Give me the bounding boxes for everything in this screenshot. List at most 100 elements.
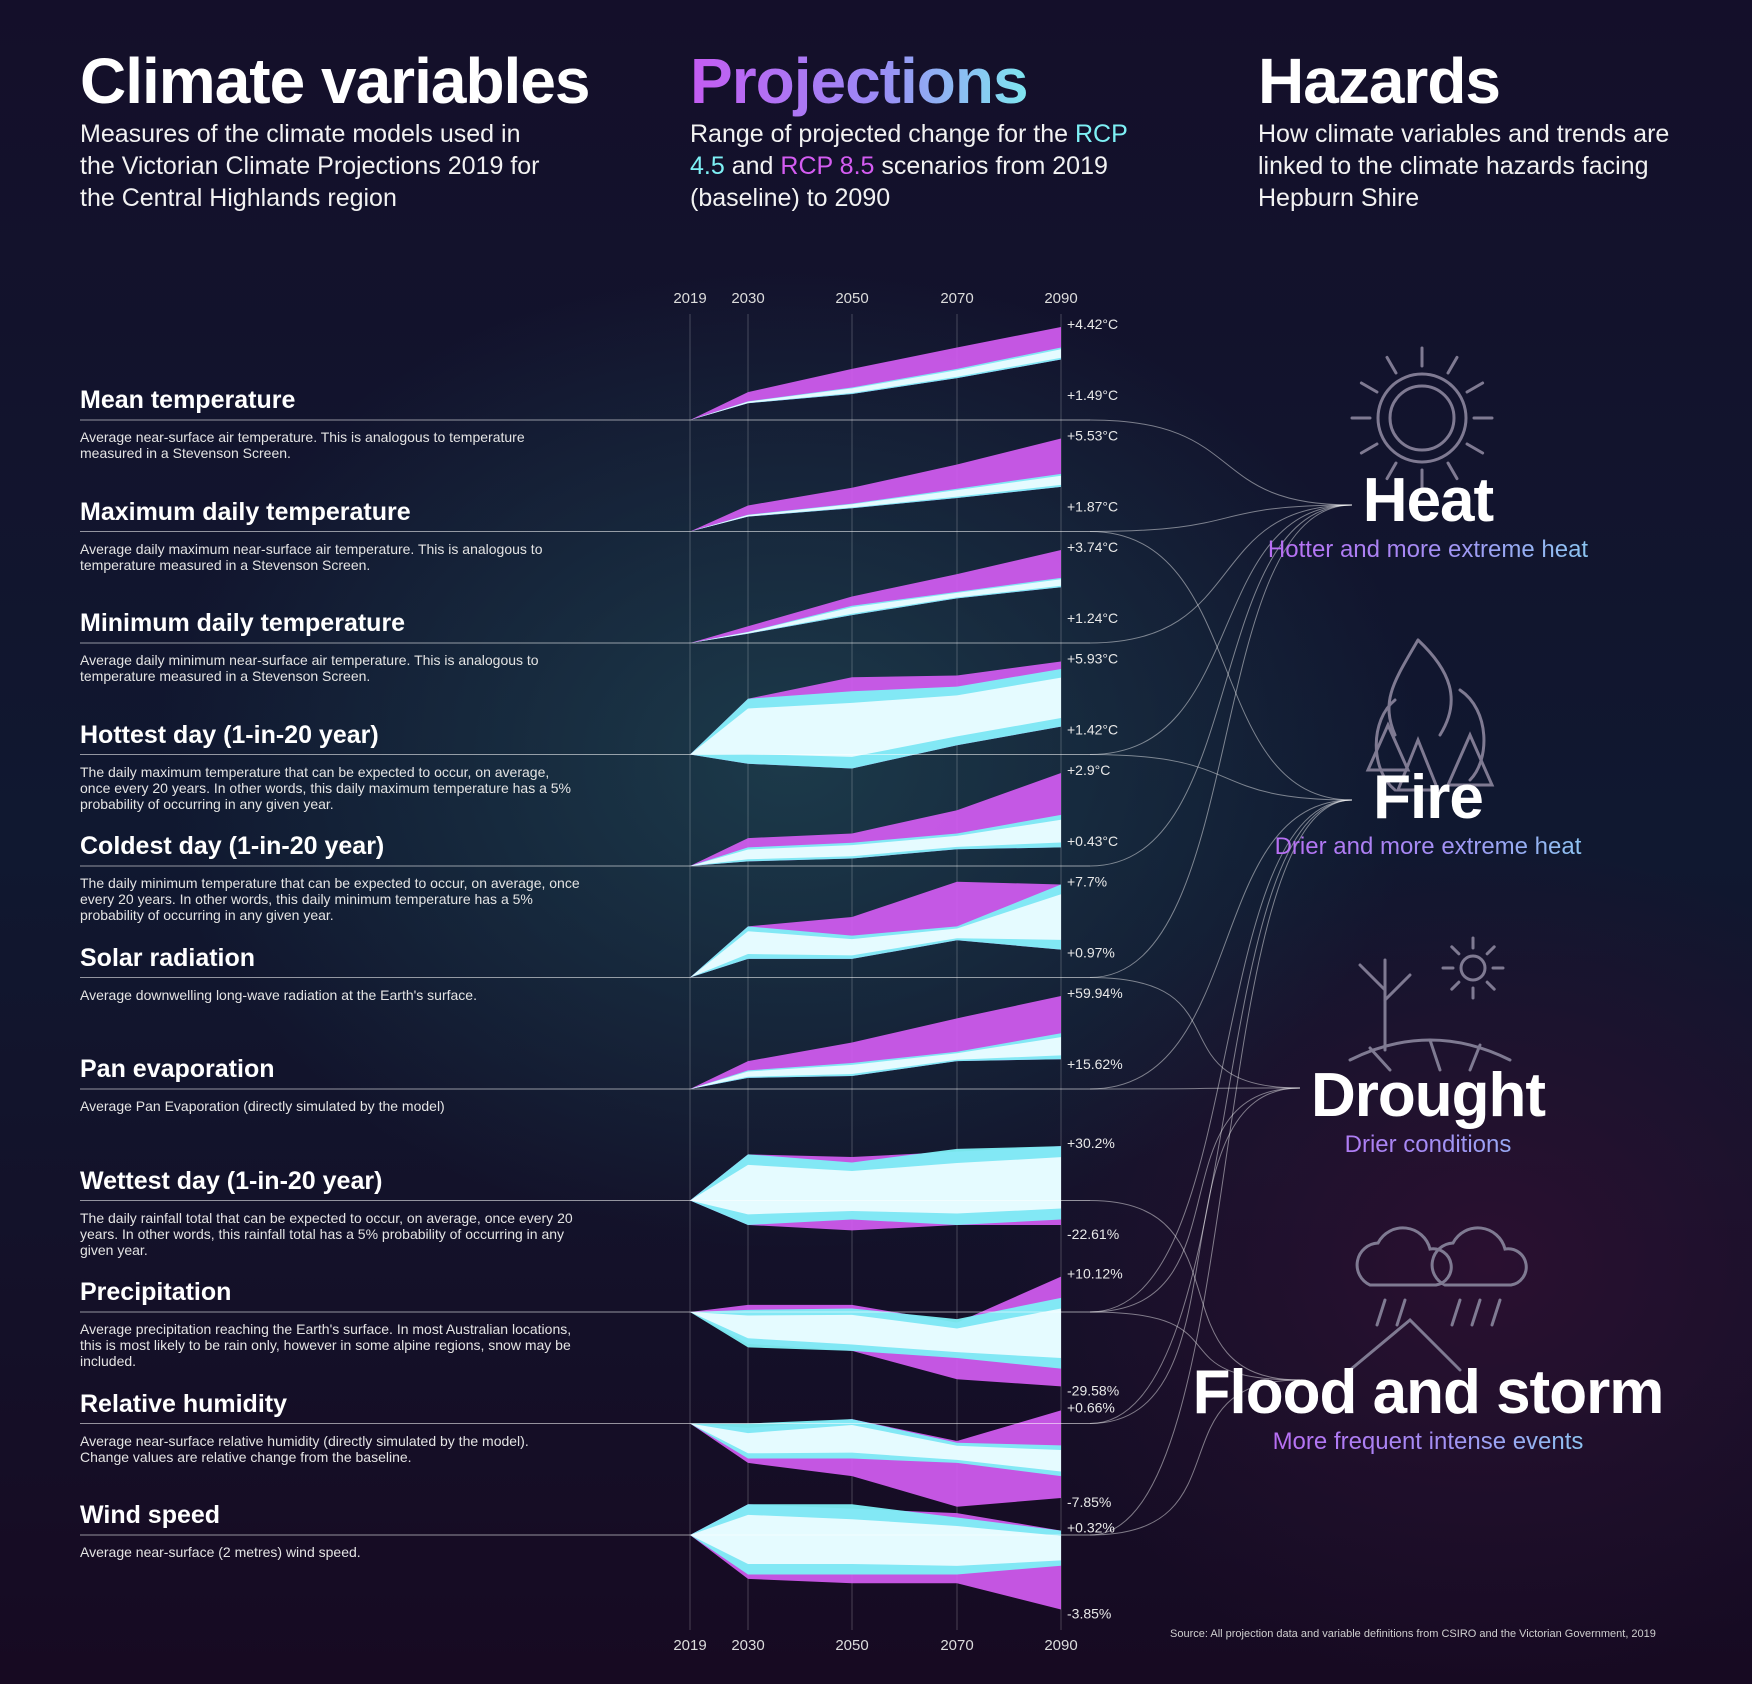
drought-ray-icon xyxy=(1450,980,1461,991)
variable-description: Average Pan Evaporation (directly simula… xyxy=(80,1098,445,1114)
axis-year-bottom-2070: 2070 xyxy=(940,1637,973,1654)
value-max-label-10: +0.32% xyxy=(1067,1520,1115,1536)
projections-subtitle-pre: Range of projected change for the xyxy=(690,120,1069,148)
drought-ray-icon xyxy=(1485,945,1496,956)
hazard-flood-and-storm: Flood and storm More frequent intense eve… xyxy=(1178,1360,1678,1456)
overlap-band-6 xyxy=(690,1037,1061,1089)
variable-name: Pan evaporation xyxy=(80,1055,275,1083)
drought-ray-icon xyxy=(1485,980,1496,991)
hazard-link-11 xyxy=(1089,1200,1301,1381)
hazard-link-1 xyxy=(1089,504,1353,532)
value-min-label-10: -3.85% xyxy=(1067,1606,1111,1622)
overlap-band-0 xyxy=(690,349,1061,420)
hazard-link-5 xyxy=(1089,754,1353,801)
value-max-label-9: +0.66% xyxy=(1067,1399,1115,1415)
value-min-label-0: +1.49°C xyxy=(1067,387,1118,403)
value-min-label-5: +0.97% xyxy=(1067,945,1115,961)
projections-subtitle-and: and xyxy=(731,152,774,180)
axis-year-top-2019: 2019 xyxy=(673,290,706,307)
overlap-band-9 xyxy=(690,1423,1061,1472)
value-min-label-1: +1.87°C xyxy=(1067,499,1118,515)
hazard-link-17 xyxy=(1089,1379,1301,1536)
fire-icon xyxy=(1374,638,1486,792)
value-max-label-3: +5.93°C xyxy=(1067,651,1118,667)
value-min-label-8: -29.58% xyxy=(1067,1383,1119,1399)
variable-description: Average near-surface air temperature. Th… xyxy=(80,429,525,461)
sun-ray-icon xyxy=(1446,461,1459,481)
variable-description: Average daily minimum near-surface air t… xyxy=(80,652,539,684)
value-min-label-7: -22.61% xyxy=(1067,1226,1119,1242)
value-max-label-1: +5.53°C xyxy=(1067,428,1118,444)
variable-description: The daily rainfall total that can be exp… xyxy=(80,1209,573,1258)
sun-ray-icon xyxy=(1465,381,1485,394)
source-note: Source: All projection data and variable… xyxy=(1170,1628,1656,1640)
variable-description: The daily minimum temperature that can b… xyxy=(80,875,580,923)
variable-name: Wettest day (1-in-20 year) xyxy=(80,1166,383,1195)
drought-sun-icon xyxy=(1459,954,1487,982)
sun-ring-icon xyxy=(1376,372,1468,464)
value-max-label-7: +30.2% xyxy=(1067,1135,1115,1151)
rcp45-label: RCP 4.5 xyxy=(690,120,1128,180)
hazard-link-3 xyxy=(1089,504,1353,644)
hazards-subtitle: How climate variables and trends are lin… xyxy=(1258,120,1670,212)
axis-year-bottom-2030: 2030 xyxy=(731,1637,764,1654)
hazard-heat: Heat Hotter and more extreme heat xyxy=(1178,468,1678,564)
hazard-link-14 xyxy=(1089,799,1353,1313)
storm-icon xyxy=(1355,1226,1528,1287)
sun-icon xyxy=(1388,384,1456,452)
value-max-label-8: +10.12% xyxy=(1067,1266,1123,1282)
rcp85-band-1 xyxy=(690,438,1061,532)
projections-subtitle-post2: from 2019 (baseline) to 2090 xyxy=(690,152,1108,212)
axis-year-bottom-2050: 2050 xyxy=(835,1637,868,1654)
value-min-label-9: -7.85% xyxy=(1067,1494,1111,1510)
axis-year-top-2050: 2050 xyxy=(835,290,868,307)
value-max-label-2: +3.74°C xyxy=(1067,539,1118,555)
sun-ray-icon xyxy=(1465,442,1485,455)
hazard-link-13 xyxy=(1089,1311,1301,1381)
hazard-link-18 xyxy=(1089,799,1353,1536)
variable-name: Precipitation xyxy=(80,1278,232,1306)
overlap-band-1 xyxy=(690,475,1061,532)
hazard-link-6 xyxy=(1089,504,1353,867)
variable-description: Average near-surface relative humidity (… xyxy=(80,1432,529,1465)
overlap-band-10 xyxy=(690,1514,1061,1566)
axis-year-top-2030: 2030 xyxy=(731,290,764,307)
variable-name: Mean temperature xyxy=(80,386,296,414)
variable-name: Coldest day (1-in-20 year) xyxy=(80,832,385,860)
hazard-link-8 xyxy=(1089,977,1301,1089)
rcp85-label: RCP 8.5 xyxy=(780,152,875,180)
rcp85-band-6 xyxy=(690,996,1061,1089)
hazard-link-0 xyxy=(1089,419,1353,506)
sun-ray-icon xyxy=(1446,355,1459,375)
hazard-drought: Drought Drier conditions xyxy=(1178,1063,1678,1159)
hazard-link-9 xyxy=(1089,1087,1301,1090)
axis-year-bottom-2019: 2019 xyxy=(673,1637,706,1654)
drought-ray-icon xyxy=(1450,945,1461,956)
value-max-label-4: +2.9°C xyxy=(1067,762,1110,778)
hazards-title: Hazards xyxy=(1258,45,1501,117)
variable-name: Minimum daily temperature xyxy=(80,609,406,637)
hazard-subtitle: Drier and more extreme heat xyxy=(1178,833,1678,861)
rain-house-icon xyxy=(1348,1298,1502,1372)
value-min-label-6: +15.62% xyxy=(1067,1056,1123,1072)
hazard-subtitle: Drier conditions xyxy=(1178,1131,1678,1159)
axis-year-bottom-2090: 2090 xyxy=(1044,1637,1077,1654)
value-min-label-3: +1.42°C xyxy=(1067,722,1118,738)
projections-subtitle-post1: scenarios xyxy=(881,152,989,180)
overlap-band-8 xyxy=(690,1308,1061,1359)
variable-name: Relative humidity xyxy=(80,1389,287,1418)
variable-name: Wind speed xyxy=(80,1501,221,1529)
hazard-title: Heat xyxy=(1362,466,1494,535)
axis-year-top-2090: 2090 xyxy=(1044,290,1077,307)
hazard-link-10 xyxy=(1089,799,1353,1090)
sun-ray-icon xyxy=(1385,355,1398,375)
hazard-fire: Fire Drier and more extreme heat xyxy=(1178,765,1678,861)
hazard-link-16 xyxy=(1089,1087,1301,1424)
sun-ray-icon xyxy=(1359,442,1379,455)
rcp45-band-0 xyxy=(690,347,1061,420)
variable-name: Hottest day (1-in-20 year) xyxy=(80,720,379,749)
hazard-subtitle: Hotter and more extreme heat xyxy=(1178,536,1678,564)
overlap-band-4 xyxy=(690,819,1061,866)
variable-description: The daily maximum temperature that can b… xyxy=(80,763,571,812)
